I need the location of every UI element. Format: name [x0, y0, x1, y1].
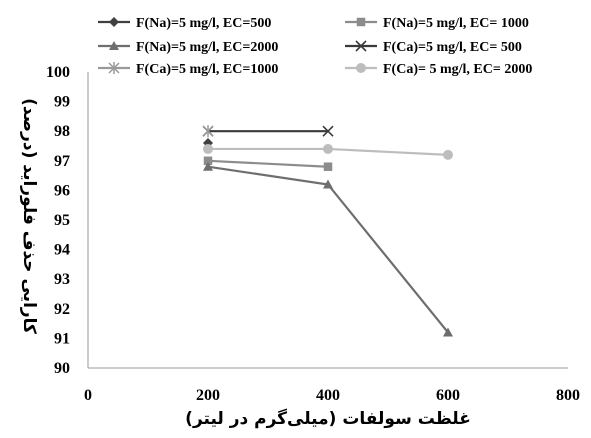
x-tick-label: 400 [316, 387, 340, 404]
x-tick-label: 800 [556, 387, 580, 404]
x-axis-title: غلظت سولفات (میلی‌گرم در لیتر) [185, 408, 471, 429]
data-point [323, 143, 333, 154]
plot-area [87, 72, 568, 369]
y-tick-label: 91 [54, 330, 70, 347]
y-tick-label: 94 [54, 242, 70, 259]
series-layer [202, 125, 453, 337]
data-point [203, 143, 213, 154]
legend-label: F(Na)=5 mg/l, EC=500 [136, 16, 271, 31]
legend-item: F(Na)=5 mg/l, EC=500 [98, 16, 271, 31]
series-4 [202, 125, 334, 137]
data-point [322, 125, 334, 137]
legend-item: F(Ca)=5 mg/l, EC=1000 [98, 62, 278, 77]
legend-label: F(Na)=5 mg/l, EC=2000 [136, 40, 278, 55]
x-tick-label: 200 [196, 387, 220, 404]
data-point [323, 162, 333, 171]
series-line [207, 165, 449, 334]
x-tick-label: 600 [436, 387, 460, 404]
y-axis-title: کارایی حذف فلوراید (درصد) [19, 98, 39, 334]
data-point [443, 327, 453, 337]
series-2 [203, 156, 333, 171]
data-point [323, 179, 333, 189]
series-5 [202, 125, 214, 138]
legend-label: F(Ca)=5 mg/l, EC=1000 [136, 62, 278, 77]
data-point [203, 161, 213, 171]
legend-item: F(Na)=5 mg/l, EC=2000 [98, 40, 278, 55]
series-line [207, 159, 329, 168]
y-tick-label: 95 [54, 212, 70, 229]
legend-item: F(Ca)= 5 mg/l, EC= 2000 [345, 62, 532, 77]
data-point [202, 125, 214, 138]
legend-marker [356, 63, 366, 73]
legend-marker [109, 17, 119, 27]
legend-marker [356, 17, 366, 27]
y-tick-labels: 90 91 92 93 94 95 96 97 98 99 100 [46, 64, 70, 377]
series-3 [203, 161, 453, 337]
x-tick-labels: 0 200 400 600 800 [84, 387, 580, 404]
legend-marker [108, 62, 120, 74]
legend-marker [355, 40, 367, 52]
legend: F(Na)=5 mg/l, EC=500 F(Na)=5 mg/l, EC= 10… [98, 16, 532, 77]
y-tick-label: 96 [54, 182, 70, 199]
y-tick-label: 90 [54, 360, 70, 377]
legend-label: F(Ca)= 5 mg/l, EC= 2000 [383, 62, 532, 77]
y-tick-label: 100 [46, 64, 70, 81]
legend-label: F(Ca)=5 mg/l, EC= 500 [383, 40, 522, 55]
y-tick-label: 93 [54, 271, 70, 288]
y-tick-label: 97 [54, 153, 70, 170]
data-point [443, 149, 453, 160]
y-tick-label: 99 [54, 94, 70, 111]
legend-marker [109, 41, 119, 50]
legend-label: F(Na)=5 mg/l, EC= 1000 [383, 16, 529, 31]
y-tick-label: 98 [54, 123, 70, 140]
legend-item: F(Ca)=5 mg/l, EC= 500 [345, 40, 522, 55]
data-point [203, 156, 213, 166]
legend-item: F(Na)=5 mg/l, EC= 1000 [345, 16, 529, 31]
x-tick-label: 0 [84, 387, 92, 404]
series-6 [203, 143, 453, 160]
y-tick-label: 92 [54, 301, 70, 318]
